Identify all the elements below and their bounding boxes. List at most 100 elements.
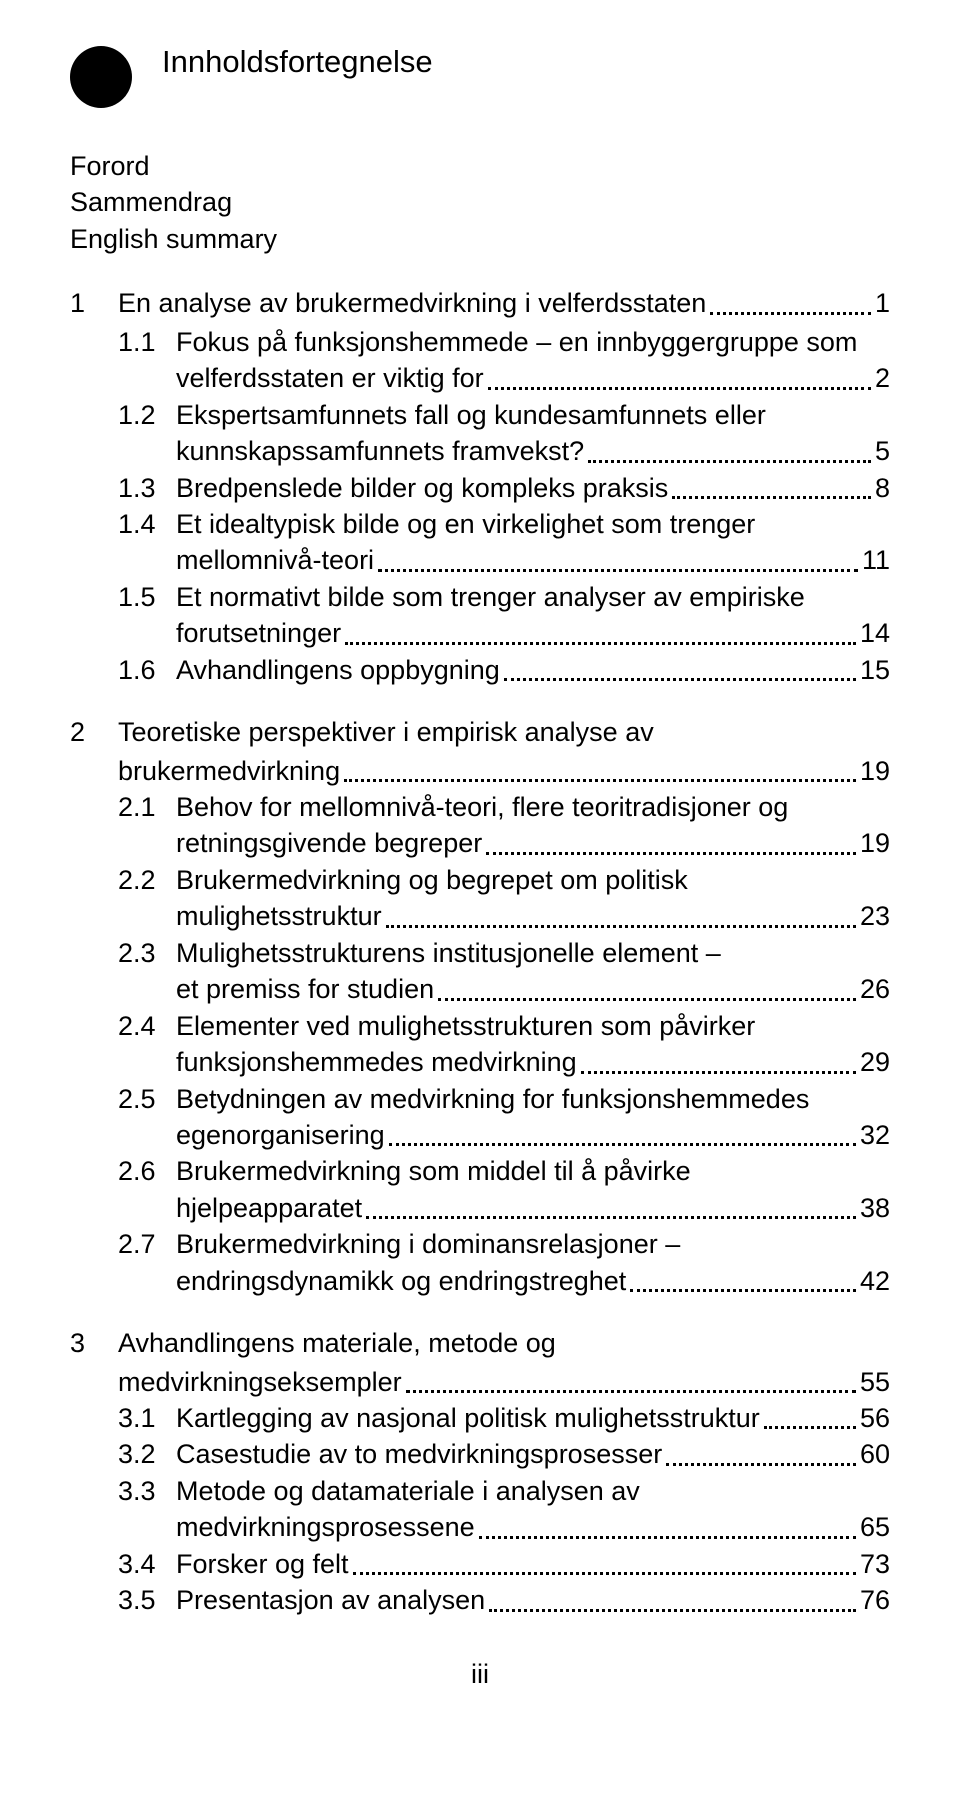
toc-dots [489,1609,856,1612]
toc-section-row: 1.1Fokus på funksjonshemmede – en innbyg… [70,324,890,360]
toc-page-number: 15 [860,652,890,688]
toc-section-row: 1.6Avhandlingens oppbygning15 [70,652,890,688]
toc-section-number: 3.3 [118,1473,176,1509]
toc-chapter-text: En analyse av brukermedvirkning i velfer… [118,285,706,321]
toc-page-number: 56 [860,1400,890,1436]
toc-dots [353,1572,856,1575]
toc-section-text: et premiss for studien [176,971,434,1007]
toc-dots [386,925,856,928]
toc-dots [486,852,856,855]
toc-dots [672,496,871,499]
toc-dots [366,1216,856,1219]
toc-section-text: Forsker og felt [176,1546,349,1582]
toc-page-number: 73 [860,1546,890,1582]
toc-chapter: 2Teoretiske perspektiver i empirisk anal… [70,714,890,1299]
toc-section-number: 1.1 [118,324,176,360]
page-number-footer: iii [70,1659,890,1690]
toc-section-row: 2.3Mulighetsstrukturens institusjonelle … [70,935,890,971]
toc-chapter-text: Teoretiske perspektiver i empirisk analy… [118,714,654,750]
toc-section-row-cont: mulighetsstruktur23 [70,898,890,934]
toc-section-row-cont: et premiss for studien 26 [70,971,890,1007]
toc-section-number: 1.4 [118,506,176,542]
toc-section-text: forutsetninger [176,615,341,651]
toc-section-number: 2.1 [118,789,176,825]
toc-section-row-cont: kunnskapssamfunnets framvekst?5 [70,433,890,469]
toc-section-text: mellomnivå-teori [176,542,374,578]
toc-page-number: 2 [875,360,890,396]
toc-section-text: Ekspertsamfunnets fall og kundesamfunnet… [176,397,766,433]
toc-section-row: 2.6Brukermedvirkning som middel til å på… [70,1153,890,1189]
toc-section-row: 2.2Brukermedvirkning og begrepet om poli… [70,862,890,898]
toc-dots [488,387,871,390]
toc-section-number: 2.4 [118,1008,176,1044]
toc-page-number: 42 [860,1263,890,1299]
toc-dots [666,1463,856,1466]
toc-section-text: retningsgivende begreper [176,825,482,861]
toc-section-text: Kartlegging av nasjonal politisk mulighe… [176,1400,760,1436]
intro-sammendrag: Sammendrag [70,184,890,220]
toc-section-row: 3.4Forsker og felt 73 [70,1546,890,1582]
toc-section-text: medvirkningsprosessene [176,1509,475,1545]
toc-section-text: hjelpeapparatet [176,1190,362,1226]
toc-section-row-cont: medvirkningsprosessene65 [70,1509,890,1545]
toc-chapter-number: 2 [70,714,118,750]
toc-section-number: 1.3 [118,470,176,506]
toc-page-number: 14 [860,615,890,651]
toc-page-number: 19 [860,753,890,789]
toc-section-text: endringsdynamikk og endringstreghet [176,1263,626,1299]
toc-section-number: 3.4 [118,1546,176,1582]
toc-chapter: 1En analyse av brukermedvirkning i velfe… [70,285,890,688]
page-title: Innholdsfortegnelse [162,44,433,80]
toc-page-number: 5 [875,433,890,469]
toc-section-row: 1.2Ekspertsamfunnets fall og kundesamfun… [70,397,890,433]
toc-section-row: 3.3Metode og datamateriale i analysen av [70,1473,890,1509]
toc-section-text: egenorganisering [176,1117,385,1153]
toc-chapter-text: Avhandlingens materiale, metode og [118,1325,556,1361]
toc-section-row: 1.4Et idealtypisk bilde og en virkelighe… [70,506,890,542]
toc-section-row: 2.4Elementer ved mulighetsstrukturen som… [70,1008,890,1044]
toc-dots [345,642,856,645]
intro-english: English summary [70,221,890,257]
toc-page-number: 26 [860,971,890,1007]
toc-section-row-cont: endringsdynamikk og endringstreghet 42 [70,1263,890,1299]
toc-section-text: Brukermedvirkning i dominansrelasjoner – [176,1226,680,1262]
toc-section-row-cont: retningsgivende begreper19 [70,825,890,861]
toc-section-text: funksjonshemmedes medvirkning [176,1044,577,1080]
toc-section-row: 2.7Brukermedvirkning i dominansrelasjone… [70,1226,890,1262]
toc-section-text: Et idealtypisk bilde og en virkelighet s… [176,506,755,542]
toc-section-text: Behov for mellomnivå-teori, flere teorit… [176,789,788,825]
toc-section-number: 2.6 [118,1153,176,1189]
toc-section-number: 3.2 [118,1436,176,1472]
toc-dots [630,1289,856,1292]
toc-dots [406,1390,856,1393]
toc-chapter-row-cont: brukermedvirkning 19 [70,753,890,789]
bullet-icon [70,46,132,108]
toc-section-number: 3.5 [118,1582,176,1618]
toc-section-text: Casestudie av to medvirkningsprosesser [176,1436,662,1472]
toc-section-number: 1.2 [118,397,176,433]
toc-section-number: 2.2 [118,862,176,898]
toc-section-number: 2.7 [118,1226,176,1262]
toc-section-row: 1.5Et normativt bilde som trenger analys… [70,579,890,615]
toc-dots [581,1071,856,1074]
toc-dots [438,998,856,1001]
toc-page-number: 38 [860,1190,890,1226]
toc-section-number: 1.6 [118,652,176,688]
toc-section-text: Mulighetsstrukturens institusjonelle ele… [176,935,721,971]
toc-chapter-row: 3Avhandlingens materiale, metode og [70,1325,890,1361]
toc-page-number: 32 [860,1117,890,1153]
toc-chapter-text: brukermedvirkning [118,753,340,789]
toc-section-number: 3.1 [118,1400,176,1436]
toc-section-row: 3.2Casestudie av to medvirkningsprosesse… [70,1436,890,1472]
intro-block: Forord Sammendrag English summary [70,148,890,257]
toc-chapter-text: medvirkningseksempler [118,1364,402,1400]
toc-section-row: 2.1Behov for mellomnivå-teori, flere teo… [70,789,890,825]
toc-section-row-cont: hjelpeapparatet 38 [70,1190,890,1226]
toc-section-row: 1.3Bredpenslede bilder og kompleks praks… [70,470,890,506]
toc-section-row: 3.5Presentasjon av analysen76 [70,1582,890,1618]
toc-section-text: Fokus på funksjonshemmede – en innbygger… [176,324,857,360]
toc-section-number: 1.5 [118,579,176,615]
toc-section-text: Et normativt bilde som trenger analyser … [176,579,805,615]
toc-section-row-cont: forutsetninger 14 [70,615,890,651]
toc-chapter-number: 1 [70,285,118,321]
